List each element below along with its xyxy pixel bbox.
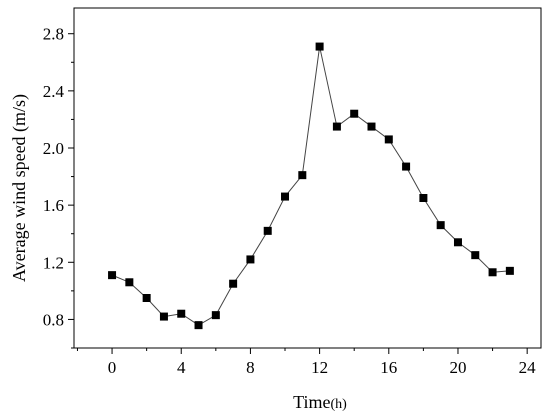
data-point bbox=[125, 278, 134, 287]
y-tick-label: 0.8 bbox=[43, 310, 64, 329]
data-point bbox=[108, 271, 117, 280]
data-point bbox=[332, 122, 341, 131]
x-tick-label: 0 bbox=[108, 358, 117, 377]
data-point bbox=[436, 221, 445, 230]
x-tick-label: 12 bbox=[311, 358, 328, 377]
x-tick-label: 8 bbox=[246, 358, 255, 377]
y-tick-label: 1.6 bbox=[43, 196, 64, 215]
x-tick-label: 4 bbox=[177, 358, 186, 377]
data-point bbox=[159, 312, 168, 321]
y-tick-label: 2.0 bbox=[43, 139, 64, 158]
plot-frame bbox=[73, 7, 542, 349]
data-point bbox=[350, 109, 359, 118]
x-axis-title-unit: (h) bbox=[331, 397, 348, 412]
x-tick-label: 16 bbox=[380, 358, 397, 377]
x-axis-title: Time(h) bbox=[293, 392, 347, 412]
x-tick-label: 20 bbox=[449, 358, 466, 377]
y-tick-label: 1.2 bbox=[43, 253, 64, 272]
data-point bbox=[384, 135, 393, 144]
data-point bbox=[263, 226, 272, 235]
x-axis-title-text: Time bbox=[293, 392, 330, 412]
data-point bbox=[211, 311, 220, 320]
y-axis-title: Average wind speed (m/s) bbox=[9, 94, 30, 282]
data-point bbox=[194, 321, 203, 330]
data-point bbox=[298, 171, 307, 180]
data-point bbox=[177, 309, 186, 318]
data-point bbox=[367, 122, 376, 131]
y-tick-label: 2.8 bbox=[43, 25, 64, 44]
x-tick-label: 24 bbox=[519, 358, 537, 377]
data-point bbox=[471, 251, 480, 260]
series-line bbox=[111, 46, 510, 326]
ticks: 0 4 8 12 16 20 24 0.8 1.2 1.6 2.0 2.4 2.8 bbox=[43, 25, 537, 377]
axes bbox=[73, 7, 542, 349]
series bbox=[108, 42, 514, 330]
data-point bbox=[488, 268, 497, 277]
data-point bbox=[402, 162, 411, 171]
data-point bbox=[229, 279, 238, 288]
data-point bbox=[142, 294, 151, 302]
data-point bbox=[453, 238, 462, 247]
y-tick-label: 2.4 bbox=[43, 82, 65, 101]
data-point bbox=[505, 266, 514, 275]
data-point bbox=[419, 194, 428, 202]
data-point bbox=[281, 192, 290, 201]
data-point bbox=[315, 42, 324, 51]
data-point bbox=[246, 255, 255, 264]
